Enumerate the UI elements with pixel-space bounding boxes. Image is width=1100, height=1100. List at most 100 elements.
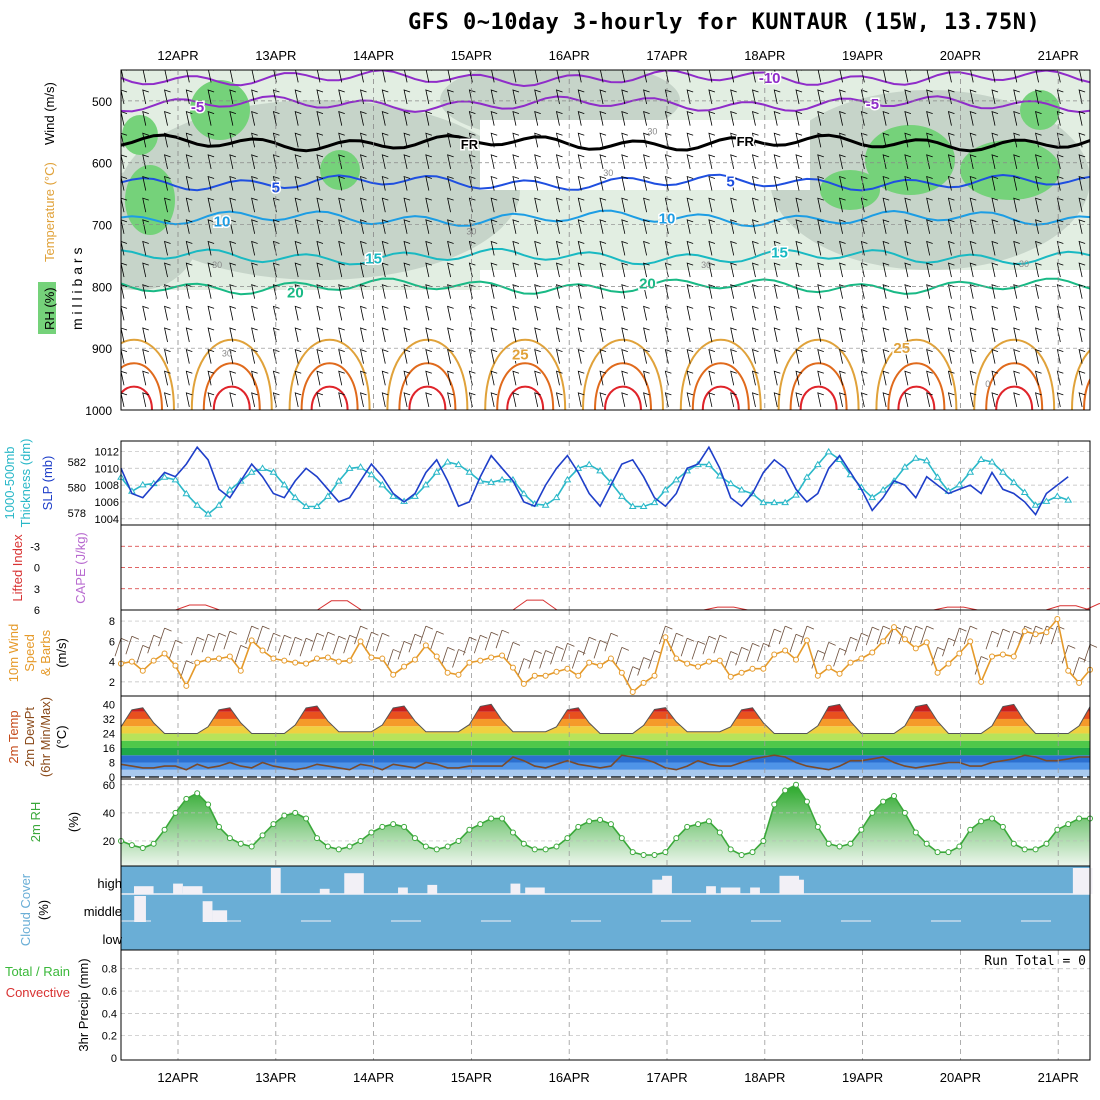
cloud-bar-high: [270, 868, 281, 894]
wind-barb: [974, 656, 989, 675]
wind-speed-line-point: [411, 656, 418, 663]
panel-label: 2m RH: [28, 802, 43, 842]
rh-line-point: [1043, 840, 1050, 847]
wind-barb: [419, 625, 434, 645]
wind-speed-line-point: [1010, 653, 1017, 660]
panel-label: (%): [66, 812, 81, 832]
y-tick-label: 24: [103, 728, 115, 740]
wind-barb: [441, 647, 455, 666]
y-tick-label: 1006: [95, 497, 119, 509]
rh-line-point: [1021, 846, 1028, 853]
rh-line-point: [488, 815, 495, 822]
rh-line-point: [444, 843, 451, 850]
wind-speed-line-point: [422, 642, 429, 649]
y-tick-label: 1000: [85, 404, 112, 418]
rh-line-point: [335, 846, 342, 853]
wind-speed-line-point: [368, 654, 375, 661]
wind-barb: [212, 632, 227, 652]
rh-line-point: [368, 829, 375, 836]
rh-line-point: [237, 840, 244, 847]
thickness-line-point: [367, 470, 376, 478]
wind-speed-line-point: [847, 659, 854, 666]
wind-barb: [1083, 644, 1098, 663]
cloud-bar-high: [344, 873, 364, 894]
wind-speed-line-point: [259, 647, 266, 654]
wind-barb: [375, 632, 390, 652]
wind-speed-line-point: [488, 654, 495, 661]
x-tick-label-top: 15APR: [451, 48, 492, 63]
rh-line-point: [553, 843, 560, 850]
thickness-line-point: [313, 502, 321, 509]
thickness-line-point: [715, 472, 724, 479]
thickness-line-point: [585, 460, 594, 468]
wind-barb: [996, 628, 1011, 648]
rh-line-point: [1010, 840, 1017, 847]
wind-barb: [517, 658, 532, 677]
rh-line-point: [499, 815, 506, 822]
x-tick-label-bottom: 15APR: [451, 1070, 492, 1085]
rh-line-point: [183, 795, 190, 802]
x-tick-label-bottom: 13APR: [255, 1070, 296, 1085]
wind-speed-line-point: [281, 657, 288, 664]
x-tick-label-bottom: 17APR: [646, 1070, 687, 1085]
thickness-line-point: [247, 468, 256, 475]
panel-label: Thickness (dm): [18, 439, 33, 528]
y-tick-label: 578: [68, 508, 86, 520]
wind-barb: [920, 625, 934, 645]
y-tick-label: 582: [68, 457, 86, 469]
wind-speed-line-point: [444, 669, 451, 676]
thickness-line-point: [792, 491, 800, 498]
humidity-fill: [121, 70, 1090, 410]
wind-speed-line-point: [205, 656, 212, 663]
wind-speed-line-point: [738, 669, 745, 676]
wind-barb: [169, 639, 183, 659]
cloud-level-label: high: [97, 876, 122, 891]
thickness-line-point: [138, 480, 147, 488]
thickness-line-point: [824, 447, 833, 455]
wind-speed-line-point: [379, 655, 386, 662]
panel-label: (%): [36, 900, 51, 920]
rh-area: [121, 784, 1090, 866]
wind-10m-panel: 2 4 6 8 10m Wind Speed & Barbs (m/s): [6, 609, 1098, 697]
thickness-line-point: [759, 498, 768, 506]
wind-speed-line-point: [1021, 628, 1028, 635]
wind-speed-line-point: [793, 656, 800, 663]
panel-label: (6hr Min/Max): [38, 697, 53, 777]
wind-speed-line-point: [357, 638, 364, 645]
rh-line-point: [1076, 815, 1083, 822]
rh-line-point: [607, 821, 614, 828]
thickness-line-point: [661, 486, 670, 493]
y-tick-label: 0.4: [102, 1008, 117, 1020]
rh-line-point: [1065, 821, 1072, 828]
wind-barb: [789, 633, 804, 653]
thickness-line-point: [726, 479, 735, 487]
wind-speed-line-point: [226, 653, 233, 660]
panel-label: (°C): [54, 725, 69, 748]
wind-speed-line-point: [640, 679, 647, 686]
y-tick-label: 1004: [95, 514, 119, 526]
wind-speed-line-point: [324, 654, 331, 661]
rh-line-point: [575, 823, 582, 830]
wind-speed-line-point: [727, 673, 734, 680]
thickness-line-point: [933, 473, 942, 480]
rh-line-point: [923, 840, 930, 847]
rh-line-point: [531, 846, 538, 853]
wind-barb: [582, 636, 597, 656]
cloud-bar-high: [779, 875, 800, 894]
rh-line-point: [292, 809, 299, 816]
wind-barb: [713, 634, 727, 654]
rh-line-point: [891, 793, 898, 800]
thickness-line-point: [302, 502, 310, 509]
thickness-line-point: [563, 475, 572, 483]
panel-label: Cloud Cover: [18, 873, 33, 946]
wind-barb: [571, 650, 586, 669]
wind-speed-line-point: [782, 647, 789, 654]
rh-contour-label: 30: [212, 260, 222, 270]
rh-line-point: [226, 835, 233, 842]
y-tick-label: 16: [103, 743, 115, 755]
legend-wind: Wind (m/s): [42, 82, 57, 145]
thickness-line-point: [432, 468, 441, 475]
thickness-line-point: [1020, 488, 1029, 496]
wind-barb: [1007, 630, 1021, 650]
thickness-line-point: [977, 455, 986, 463]
